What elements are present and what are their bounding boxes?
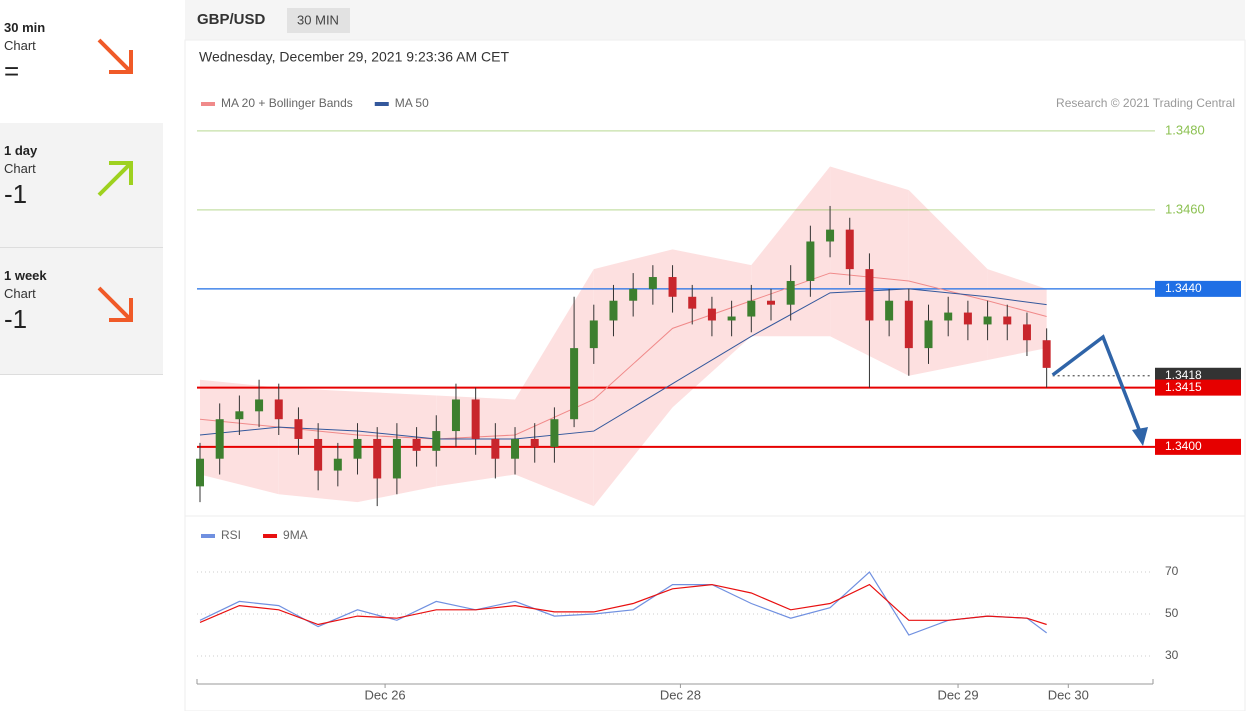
- level-label: 1.3400: [1165, 439, 1202, 453]
- candle-body: [648, 277, 657, 289]
- candle-body: [1042, 340, 1051, 368]
- candle-body: [333, 458, 342, 471]
- candle-body: [668, 277, 677, 297]
- period: 30 min: [4, 20, 46, 35]
- candle-body: [924, 320, 933, 349]
- legend-swatch: [201, 102, 215, 106]
- symbol: GBP/USD: [197, 11, 266, 28]
- y-tick-label: 30: [1165, 648, 1179, 662]
- period: 1 week: [4, 268, 47, 283]
- x-tick-label: Dec 26: [364, 687, 405, 702]
- candle-body: [392, 438, 401, 479]
- ma-line: [199, 288, 1047, 440]
- candle-body: [491, 438, 500, 459]
- legend-swatch: [263, 534, 278, 538]
- level-label: 1.3440: [1165, 281, 1202, 295]
- candle-body: [589, 320, 598, 349]
- x-tick-label: Dec 28: [660, 687, 701, 702]
- candle-body: [550, 419, 559, 447]
- candle-body: [451, 399, 460, 432]
- level-label: 1.3460: [1165, 201, 1205, 216]
- kind: Chart: [4, 38, 36, 53]
- candle-body: [215, 419, 224, 459]
- card[interactable]: 30 min Chart =: [0, 0, 163, 125]
- legend-label: MA 20 + Bollinger Bands: [221, 96, 353, 110]
- candle-body: [885, 300, 894, 321]
- candle-body: [786, 280, 795, 305]
- candle-body: [235, 411, 244, 420]
- interval-badge[interactable]: [287, 8, 350, 33]
- x-tick-label: Dec 30: [1048, 687, 1089, 702]
- rsi-line: [199, 583, 1047, 626]
- candle-body: [1022, 324, 1031, 341]
- candle-body: [196, 458, 204, 487]
- level-label: 1.3415: [1165, 380, 1202, 394]
- forecast-arrow: [1051, 334, 1142, 433]
- timestamp: Wednesday, December 29, 2021 9:23:36 AM …: [199, 49, 509, 65]
- candle-body: [904, 300, 913, 349]
- candle-body: [314, 438, 323, 471]
- candle-body: [609, 300, 618, 321]
- arrow-icon: [97, 38, 133, 74]
- candle-body: [944, 312, 953, 321]
- candle-body: [826, 229, 835, 242]
- candle-body: [747, 300, 756, 317]
- candle-body: [274, 399, 283, 420]
- signal: -1: [4, 179, 28, 209]
- candle-body: [412, 438, 421, 451]
- bollinger-band: [908, 190, 988, 376]
- level-label: 1.3418: [1165, 368, 1202, 382]
- candle-body: [963, 312, 972, 325]
- candle-body: [688, 296, 697, 309]
- x-tick-label: Dec 29: [937, 687, 978, 702]
- candle-body: [1003, 316, 1012, 325]
- level-box: [1155, 438, 1241, 455]
- candle-body: [629, 288, 638, 301]
- candle-body: [471, 399, 480, 439]
- forecast-arrow-head: [1132, 427, 1148, 446]
- bollinger-band: [987, 269, 1047, 360]
- candle-body: [530, 438, 539, 447]
- card[interactable]: 1 week Chart -1: [0, 248, 163, 375]
- candle-body: [865, 269, 874, 321]
- candle-body: [511, 438, 520, 459]
- kind: Chart: [4, 286, 36, 301]
- ma-line: [199, 272, 1047, 440]
- kind: Chart: [4, 161, 36, 176]
- candle-body: [845, 229, 854, 270]
- level-box: [1155, 280, 1241, 297]
- interval: 30 MIN: [297, 12, 339, 27]
- card[interactable]: 1 day Chart -1: [0, 123, 163, 248]
- signal: -1: [4, 304, 28, 334]
- candle-body: [766, 300, 775, 305]
- legend-label: MA 50: [395, 96, 429, 110]
- arrow-icon: [97, 286, 133, 322]
- candle-body: [983, 316, 992, 325]
- candle-body: [255, 399, 264, 412]
- legend-swatch: [374, 102, 389, 106]
- candle-body: [570, 348, 579, 420]
- legend-swatch: [201, 534, 215, 538]
- legend-label: 9MA: [283, 528, 308, 542]
- credit: Research © 2021 Trading Central: [1056, 96, 1235, 110]
- legend-label: RSI: [221, 528, 241, 542]
- candle-body: [727, 316, 736, 321]
- level-box: [1155, 379, 1241, 396]
- candle-body: [806, 241, 815, 281]
- arrow-icon: [97, 161, 133, 197]
- y-tick-label: 70: [1165, 564, 1179, 578]
- candle-body: [707, 308, 716, 321]
- signal: =: [4, 56, 20, 86]
- candle-body: [432, 431, 441, 451]
- candle-body: [373, 438, 382, 479]
- y-tick-label: 50: [1165, 606, 1179, 620]
- rsi-line: [199, 571, 1048, 636]
- period: 1 day: [4, 143, 38, 158]
- candle-body: [353, 438, 362, 459]
- candle-body: [294, 419, 303, 439]
- level-label: 1.3480: [1165, 122, 1205, 137]
